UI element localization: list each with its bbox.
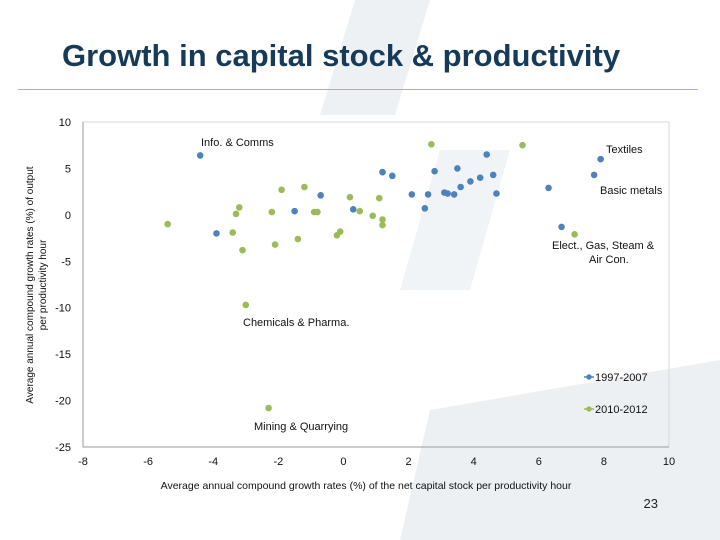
- data-point-2010-2012: [336, 228, 344, 235]
- data-point-1997-2007: [291, 207, 298, 215]
- y-tick-label: -20: [55, 396, 71, 408]
- legend-marker-1997-2007: [586, 374, 592, 380]
- data-point-1997-2007: [450, 191, 458, 198]
- data-point-1997-2007: [379, 168, 386, 176]
- data-point-1997-2007: [388, 172, 396, 180]
- x-tick-label: 8: [601, 456, 607, 468]
- data-point-1997-2007: [454, 165, 461, 172]
- data-point-1997-2007: [421, 205, 429, 212]
- x-tick-label: 10: [663, 456, 675, 468]
- x-axis-title: Average annual compound growth rates (%)…: [161, 480, 572, 492]
- data-point-1997-2007: [558, 223, 565, 231]
- data-point-1997-2007: [590, 171, 598, 179]
- y-tick-label: -10: [55, 303, 71, 315]
- title-underline: [18, 89, 698, 90]
- data-point-1997-2007: [493, 190, 500, 197]
- plot-area: [82, 121, 670, 448]
- data-point-2010-2012: [379, 221, 386, 229]
- data-point-2010-2012: [232, 210, 240, 218]
- legend: 1997-2007 2010-2012: [584, 372, 648, 416]
- data-point-2010-2012: [239, 246, 246, 254]
- y-axis-title-line2: per productivity hour: [38, 239, 49, 330]
- y-axis-title-line1: Average annual compound growth rates (%)…: [25, 166, 36, 403]
- data-point-1997-2007: [196, 152, 204, 159]
- x-tick-label: -6: [143, 456, 153, 468]
- data-point-2010-2012: [229, 229, 237, 236]
- data-point-1997-2007: [483, 151, 490, 158]
- x-tick-label: -2: [273, 456, 283, 468]
- data-point-2010-2012: [571, 231, 578, 238]
- data-point-2010-2012: [235, 204, 243, 211]
- data-point-2010-2012: [278, 186, 285, 194]
- y-axis-title: Average annual compound growth rates (%)…: [25, 166, 49, 403]
- data-point-2010-2012: [242, 301, 250, 309]
- x-tick-labels: -8 -6 -4 -2 0 2 4 6 8 10: [78, 456, 675, 468]
- data-point-1997-2007: [476, 174, 484, 182]
- data-point-2010-2012: [164, 220, 171, 228]
- data-point-2010-2012: [356, 207, 364, 215]
- data-point-1997-2007: [545, 184, 552, 192]
- annotation-elect-gas-line1: Elect., Gas, Steam &: [552, 240, 655, 252]
- x-tick-label: 6: [536, 456, 542, 468]
- data-point-1997-2007: [431, 167, 438, 175]
- legend-label-1997-2007: 1997-2007: [595, 372, 648, 384]
- legend-label-2010-2012: 2010-2012: [595, 404, 648, 416]
- data-point-2010-2012: [265, 404, 272, 412]
- y-tick-label: -15: [55, 349, 71, 361]
- x-tick-label: 2: [405, 456, 411, 468]
- data-point-1997-2007: [213, 230, 220, 237]
- data-point-1997-2007: [457, 183, 464, 191]
- data-point-1997-2007: [489, 171, 497, 179]
- data-point-2010-2012: [268, 208, 276, 216]
- y-tick-label: -5: [61, 256, 71, 268]
- data-point-1997-2007: [349, 205, 357, 213]
- annotation-textiles: Textiles: [606, 144, 643, 156]
- watermark-shape-bottom: [400, 360, 720, 540]
- data-point-2010-2012: [379, 216, 386, 223]
- x-tick-label: -8: [78, 456, 88, 468]
- watermark-shape-middle: [400, 150, 510, 290]
- y-tick-label: -25: [55, 442, 71, 454]
- x-tick-label: 0: [340, 456, 346, 468]
- y-tick-label: 0: [65, 210, 71, 222]
- y-tick-label: 5: [65, 163, 71, 175]
- annotation-chemicals-pharma: Chemicals & Pharma.: [243, 317, 349, 329]
- annotation-elect-gas-line2: Air Con.: [589, 254, 629, 266]
- data-point-2010-2012: [301, 183, 308, 191]
- annotation-mining-quarrying: Mining & Quarrying: [254, 421, 348, 433]
- data-point-1997-2007: [408, 191, 416, 198]
- annotation-info-comms: Info. & Comms: [201, 137, 274, 149]
- data-point-2010-2012: [369, 212, 377, 220]
- data-point-2010-2012: [519, 141, 526, 149]
- data-point-1997-2007: [444, 190, 451, 197]
- data-point-1997-2007: [467, 178, 474, 185]
- data-point-2010-2012: [294, 235, 302, 243]
- x-tick-label: 4: [471, 456, 477, 468]
- data-point-1997-2007: [317, 192, 324, 199]
- data-points: [164, 140, 604, 412]
- watermark-shape-top: [320, 0, 430, 115]
- data-point-1997-2007: [424, 191, 432, 198]
- data-point-2010-2012: [428, 140, 435, 148]
- legend-marker-2010-2012: [586, 406, 592, 412]
- page-number: 23: [643, 496, 658, 511]
- data-point-2010-2012: [375, 194, 383, 202]
- data-point-2010-2012: [346, 193, 354, 201]
- data-point-1997-2007: [597, 155, 604, 163]
- x-tick-label: -4: [208, 456, 218, 468]
- y-tick-label: 10: [59, 117, 71, 129]
- annotation-basic-metals: Basic metals: [600, 185, 663, 197]
- data-point-2010-2012: [271, 241, 279, 248]
- data-point-2010-2012: [314, 208, 321, 216]
- y-tick-labels: -25 -20 -15 -10 -5 0 5 10: [55, 117, 71, 454]
- slide-title: Growth in capital stock & productivity: [62, 38, 621, 73]
